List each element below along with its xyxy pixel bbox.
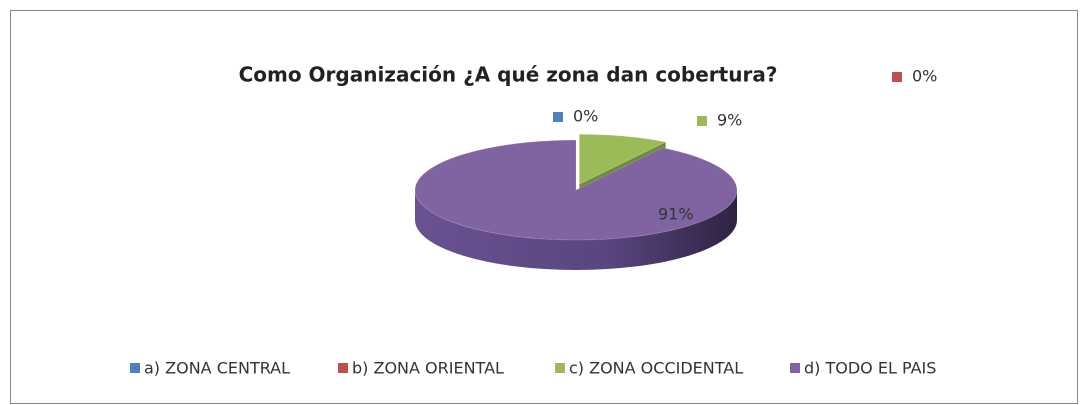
label-swatch — [553, 112, 563, 122]
legend-label: a) ZONA CENTRAL — [144, 359, 290, 378]
slice — [414, 139, 738, 241]
label-swatch — [892, 72, 902, 82]
data-label: 91% — [658, 205, 694, 224]
legend-label: c) ZONA OCCIDENTAL — [569, 359, 743, 378]
chart-title: Como Organización ¿A qué zona dan cobert… — [239, 63, 778, 87]
legend-label: d) TODO EL PAIS — [804, 359, 936, 378]
legend-swatch — [130, 363, 140, 373]
legend-swatch — [790, 363, 800, 373]
legend-label: b) ZONA ORIENTAL — [352, 359, 504, 378]
label-swatch — [638, 210, 648, 220]
label-swatch — [697, 116, 707, 126]
data-label: 0% — [912, 67, 937, 86]
slice-side — [415, 190, 737, 270]
legend-swatch — [338, 363, 348, 373]
slice — [578, 133, 668, 186]
data-label: 9% — [717, 111, 742, 130]
legend-swatch — [555, 363, 565, 373]
data-label: 0% — [573, 107, 598, 126]
